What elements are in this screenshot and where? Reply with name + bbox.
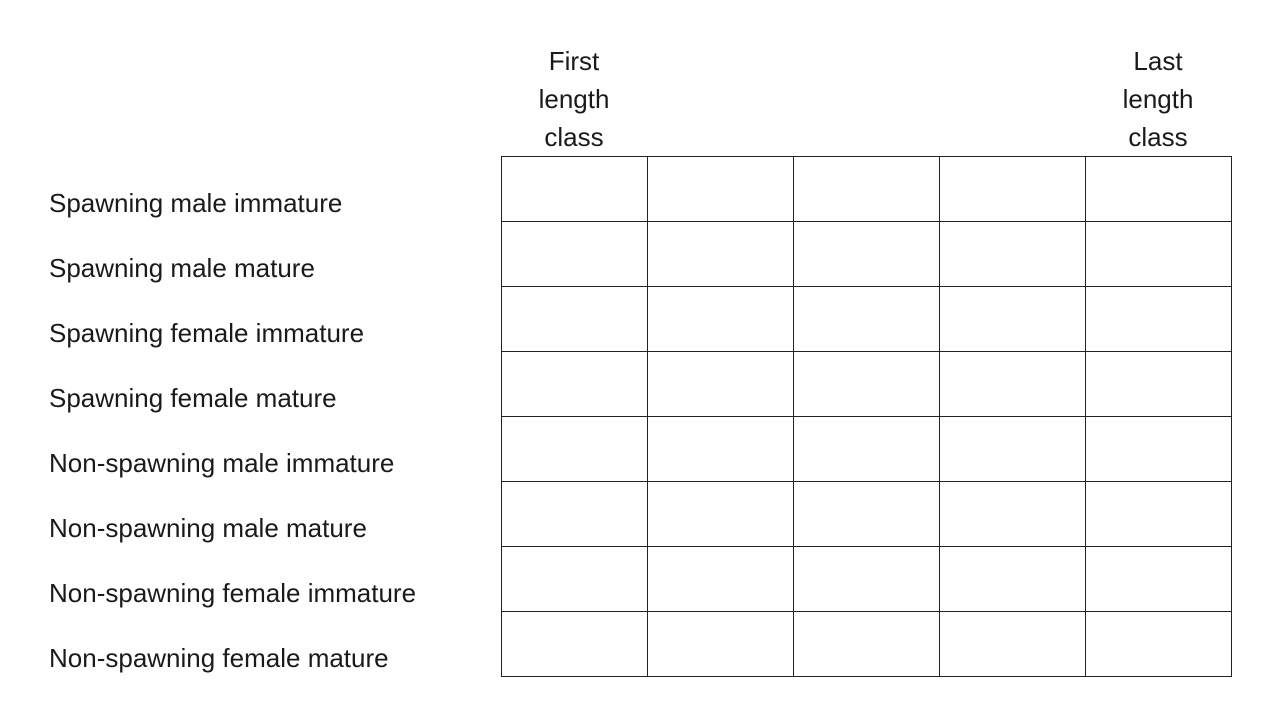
grid-cell (1086, 222, 1232, 287)
grid-cell (648, 612, 794, 677)
grid-cell (794, 612, 940, 677)
grid-cell (502, 547, 648, 612)
grid-cell (940, 222, 1086, 287)
grid-cell (794, 482, 940, 547)
grid-cell (794, 222, 940, 287)
grid-cell (940, 287, 1086, 352)
grid-cell (1086, 547, 1232, 612)
grid-cell (502, 482, 648, 547)
header-line: First (548, 46, 600, 76)
grid-cell (502, 157, 648, 222)
header-line: class (1128, 122, 1188, 152)
header-line: class (544, 122, 604, 152)
row-labels: Spawning male immature Spawning male mat… (49, 156, 489, 676)
grid-cell (1086, 352, 1232, 417)
grid-cell (648, 222, 794, 287)
grid-cell (794, 417, 940, 482)
grid-cell (1086, 157, 1232, 222)
grid-cell (648, 482, 794, 547)
grid-cell (940, 612, 1086, 677)
row-label-spawning-female-mature: Spawning female mature (49, 383, 337, 413)
grid-cell (648, 287, 794, 352)
last-length-class-header: Last length class (1085, 42, 1231, 156)
header-line: Last (1133, 46, 1183, 76)
grid-cell (648, 352, 794, 417)
grid-cell (940, 417, 1086, 482)
grid-cell (940, 482, 1086, 547)
grid-cell (502, 287, 648, 352)
row-label-non-spawning-female-mature: Non-spawning female mature (49, 643, 389, 673)
grid-cell (502, 417, 648, 482)
matrix-grid (501, 156, 1232, 677)
header-line: length (1122, 84, 1194, 114)
grid-cell (940, 547, 1086, 612)
grid-cell (1086, 482, 1232, 547)
row-label-non-spawning-male-immature: Non-spawning male immature (49, 448, 395, 478)
grid-cell (648, 417, 794, 482)
grid-cell (648, 157, 794, 222)
row-label-non-spawning-male-mature: Non-spawning male mature (49, 513, 367, 543)
grid-cell (794, 287, 940, 352)
header-line: length (538, 84, 610, 114)
grid-cell (1086, 417, 1232, 482)
first-length-class-header: First length class (501, 42, 647, 156)
row-label-spawning-male-immature: Spawning male immature (49, 188, 343, 218)
grid-cell (1086, 287, 1232, 352)
grid-cell (794, 547, 940, 612)
grid-cell (1086, 612, 1232, 677)
grid-cell (794, 157, 940, 222)
grid-cell (502, 352, 648, 417)
grid-cell (794, 352, 940, 417)
grid-cell (502, 612, 648, 677)
row-label-non-spawning-female-immature: Non-spawning female immature (49, 578, 417, 608)
grid-cell (940, 157, 1086, 222)
row-label-spawning-male-mature: Spawning male mature (49, 253, 315, 283)
row-label-spawning-female-immature: Spawning female immature (49, 318, 365, 348)
grid-cell (502, 222, 648, 287)
grid-cell (648, 547, 794, 612)
grid-cell (940, 352, 1086, 417)
